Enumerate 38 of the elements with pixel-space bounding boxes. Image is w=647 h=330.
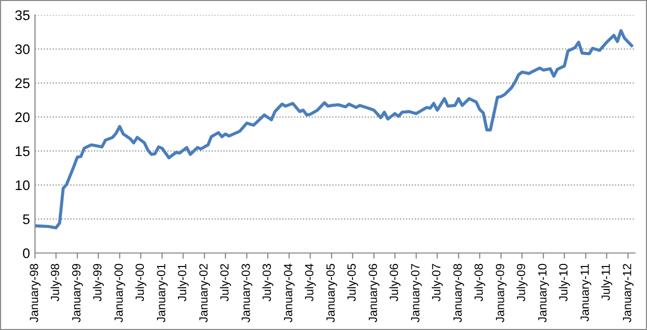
x-tick-label: January-04 [284,264,295,322]
x-tick-label: July-08 [474,264,486,302]
x-tick-label: July-10 [558,264,570,302]
x-tick-label: July-06 [389,264,400,302]
y-tick-label: 15 [16,146,30,156]
x-tick-label: July-01 [178,264,189,302]
x-tick-label: January-02 [199,264,210,322]
x-tick-label: January-11 [580,264,592,322]
x-tick-label: January-10 [538,264,549,322]
y-tick-label: 35 [15,10,30,20]
line-series [35,29,634,230]
x-tick-label: July-11 [601,264,612,300]
x-tick-label: July-05 [347,264,358,302]
y-tick-label: 0 [22,248,30,258]
x-tick-label: July-98 [50,264,62,302]
x-tick-label: January-12 [622,264,634,322]
x-tick-label: January-03 [242,264,252,322]
x-tick-label: January-05 [326,264,338,322]
x-tick-label: January-06 [368,264,380,322]
x-tick-label: January-07 [411,264,422,322]
x-tick-label: July-04 [304,264,316,302]
y-tick-label: 25 [15,78,30,88]
x-tick-label: July-02 [220,264,231,302]
y-tick-label: 10 [16,180,30,190]
y-tick-label: 30 [15,44,30,54]
x-tick-label: January-00 [114,264,126,322]
x-tick-label: January-01 [156,264,168,322]
x-tick-label: January-08 [453,264,464,322]
x-tick-label: January-99 [72,264,83,322]
x-tick-label: July-99 [92,264,104,302]
x-tick-label: July-09 [516,264,528,302]
y-tick-label: 5 [22,214,30,224]
x-tick-label: January-09 [496,264,507,322]
x-tick-label: July-03 [262,264,274,302]
x-tick-label: January-98 [30,264,41,322]
x-tick-label: July-00 [135,264,146,302]
y-tick-label: 20 [15,112,30,122]
x-tick-label: July-07 [432,264,443,302]
